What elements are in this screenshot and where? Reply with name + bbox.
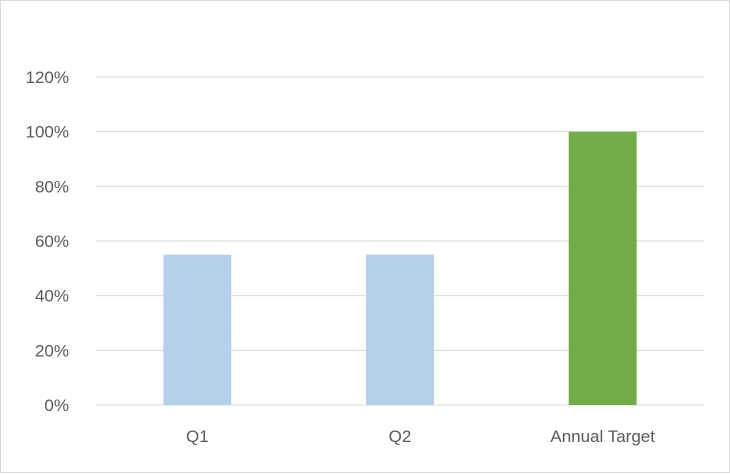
x-tick-label: Q1 bbox=[186, 427, 209, 446]
y-tick-label: 0% bbox=[44, 396, 69, 415]
bar-annual-target bbox=[568, 131, 637, 405]
bar-q2 bbox=[366, 254, 434, 405]
bars bbox=[163, 131, 637, 405]
y-tick-label: 100% bbox=[26, 123, 69, 142]
y-tick-label: 20% bbox=[35, 341, 69, 360]
y-axis-tick-labels: 0% 20% 40% 60% 80% 100% 120% bbox=[26, 68, 69, 415]
x-tick-label: Annual Target bbox=[550, 427, 655, 446]
y-tick-label: 80% bbox=[35, 177, 69, 196]
y-tick-label: 120% bbox=[26, 68, 69, 87]
x-tick-label: Q2 bbox=[389, 427, 412, 446]
y-tick-label: 40% bbox=[35, 287, 69, 306]
x-axis-tick-labels: Q1 Q2 Annual Target bbox=[186, 427, 655, 446]
bar-q1 bbox=[163, 254, 232, 405]
y-tick-label: 60% bbox=[35, 232, 69, 251]
